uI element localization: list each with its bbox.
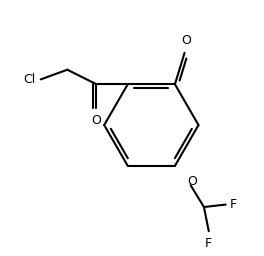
Text: F: F — [230, 198, 237, 211]
Text: O: O — [187, 175, 197, 188]
Text: F: F — [205, 237, 212, 250]
Text: Cl: Cl — [23, 73, 35, 86]
Text: O: O — [91, 114, 101, 127]
Text: O: O — [181, 34, 191, 47]
